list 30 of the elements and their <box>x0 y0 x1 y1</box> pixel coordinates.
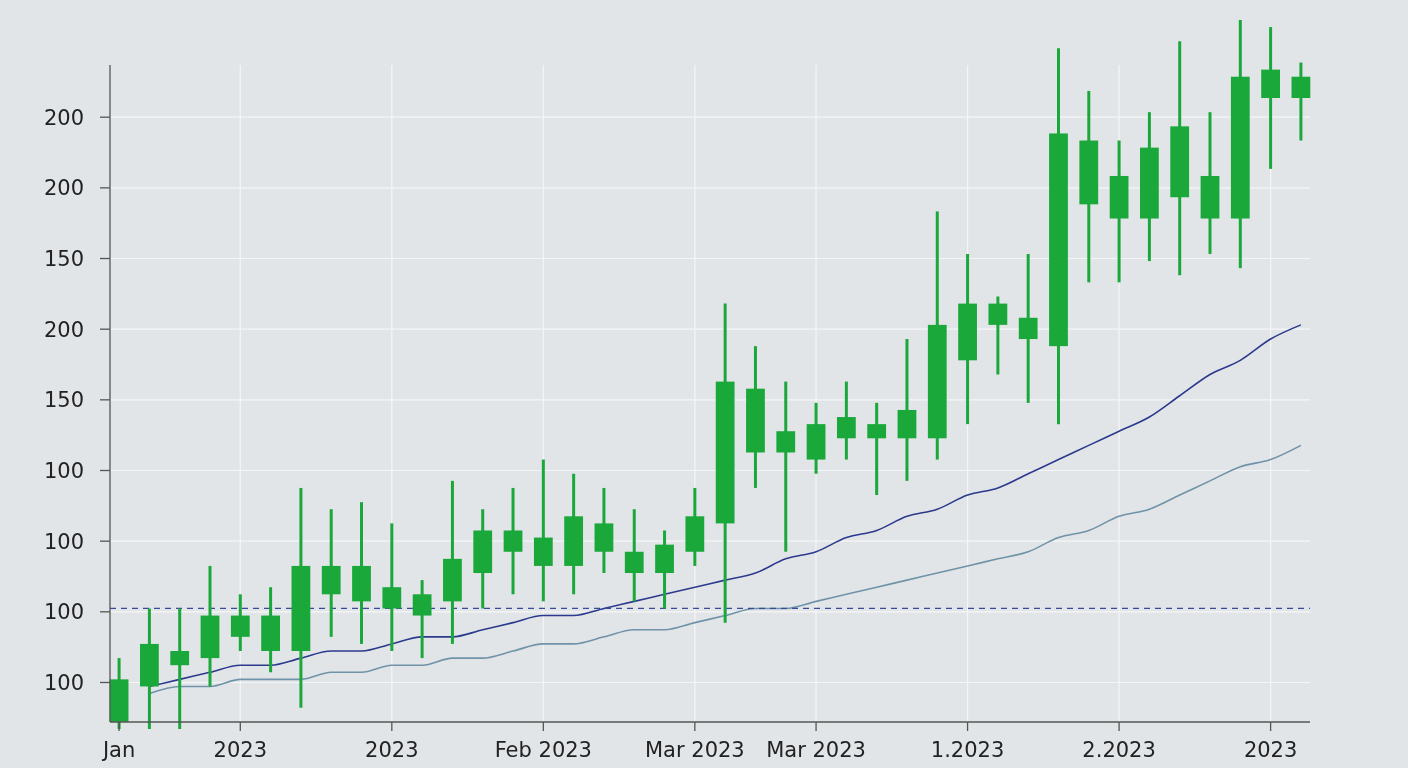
text: 100 <box>43 458 84 483</box>
x-tick-label: Feb 2023 <box>494 738 592 762</box>
x-tick-label: 2023 <box>213 738 268 762</box>
x-tick-label: 2023 <box>365 738 419 762</box>
x-tick-label: 2.2023 <box>1082 738 1156 762</box>
candlestick <box>624 509 644 602</box>
candlestick <box>988 296 1008 375</box>
text: 100 <box>43 670 84 695</box>
text: 150 <box>43 246 84 271</box>
text: 100 <box>43 529 84 554</box>
x-tick-label: 2023 <box>1243 738 1298 762</box>
candlestick <box>412 580 432 660</box>
candlestick <box>1291 62 1311 141</box>
candlestick <box>1018 253 1038 403</box>
x-tick-label: Mar 2023 <box>766 738 866 762</box>
x-tick-label: Mar 2023 <box>644 738 745 762</box>
candlestick <box>170 608 190 729</box>
text: 200 <box>43 176 84 201</box>
candlestick <box>836 381 856 460</box>
text: 200 <box>43 317 84 342</box>
x-tick-label: Jan <box>100 738 136 762</box>
candlestick <box>867 401 887 496</box>
candlestick <box>503 486 523 595</box>
text: 200 <box>43 105 84 130</box>
text: 100 <box>43 600 84 625</box>
candlestick <box>230 594 250 652</box>
candlestick <box>776 381 796 552</box>
text: 150 <box>43 388 84 413</box>
x-tick-label: 1.2023 <box>930 738 1005 762</box>
candlestick <box>382 523 402 652</box>
